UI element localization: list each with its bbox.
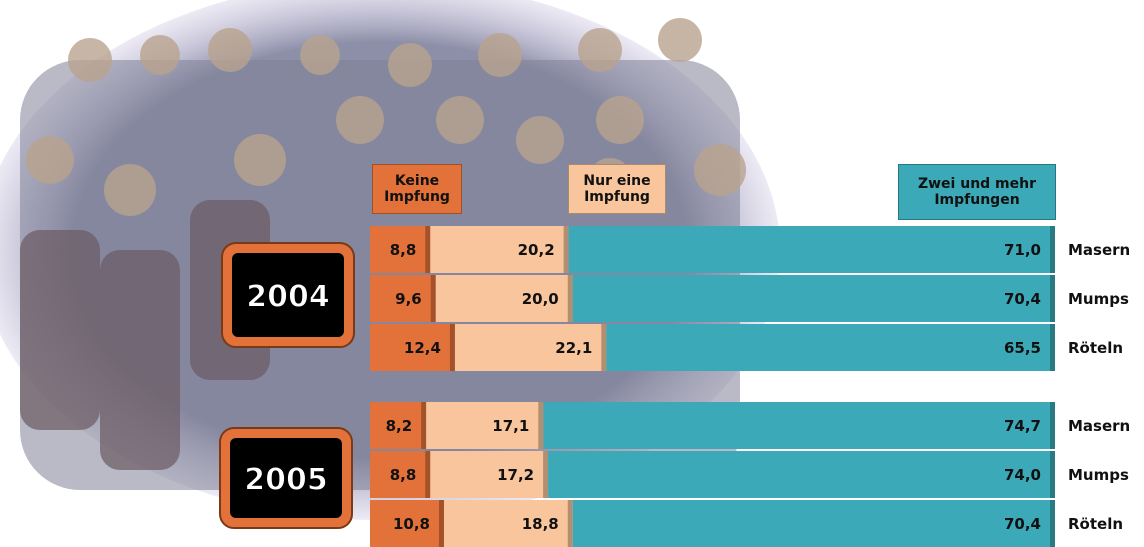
value-label: 71,0 [1004, 241, 1041, 259]
legend-item: Keine Impfung [372, 164, 462, 214]
chart: 2004 8,8 20,2 71,0 Masern 9,6 20,0 70,4 Mumps 12,… [0, 0, 1144, 547]
value-label: 8,8 [390, 466, 417, 484]
bar-segment [543, 402, 1055, 449]
bar-segment [573, 500, 1055, 547]
bar-segment [573, 275, 1055, 322]
category-label: Mumps [1068, 466, 1129, 484]
value-label: 18,8 [522, 515, 559, 533]
bar-segment-edge [564, 226, 569, 273]
value-label: 9,6 [395, 290, 422, 308]
chart-canvas: 2004 8,8 20,2 71,0 Masern 9,6 20,0 70,4 Mumps 12,… [0, 0, 1144, 547]
value-label: 10,8 [393, 515, 430, 533]
bar-segment-edge [538, 402, 543, 449]
value-label: 8,2 [386, 417, 413, 435]
year-label: 2004 [246, 280, 330, 315]
bar-segment [606, 324, 1055, 371]
bar-segment-edge [1050, 451, 1055, 498]
value-label: 74,0 [1004, 466, 1041, 484]
bar-segment-edge [568, 275, 573, 322]
bar-segment-edge [601, 324, 606, 371]
value-label: 17,1 [492, 417, 529, 435]
bar-segment-edge [1050, 324, 1055, 371]
bar-segment [569, 226, 1055, 273]
bar-segment-edge [543, 451, 548, 498]
bar-segment-edge [425, 451, 430, 498]
category-label: Masern [1068, 417, 1130, 435]
category-label: Röteln [1068, 515, 1123, 533]
value-label: 20,2 [518, 241, 555, 259]
bar-segment-edge [568, 500, 573, 547]
category-label: Masern [1068, 241, 1130, 259]
value-label: 70,4 [1004, 290, 1041, 308]
value-label: 20,0 [522, 290, 559, 308]
bar-segment-edge [439, 500, 444, 547]
value-label: 17,2 [497, 466, 534, 484]
value-label: 22,1 [555, 339, 592, 357]
bar-segment-edge [431, 275, 436, 322]
value-label: 8,8 [390, 241, 417, 259]
value-label: 74,7 [1004, 417, 1041, 435]
value-label: 70,4 [1004, 515, 1041, 533]
bar-segment-edge [421, 402, 426, 449]
bar-segment-edge [425, 226, 430, 273]
bar-segment [548, 451, 1055, 498]
value-label: 12,4 [404, 339, 441, 357]
year-label: 2005 [244, 463, 328, 498]
bar-segment-edge [1050, 275, 1055, 322]
category-label: Mumps [1068, 290, 1129, 308]
bar-segment-edge [450, 324, 455, 371]
bar-segment-edge [1050, 402, 1055, 449]
legend-item: Nur eine Impfung [568, 164, 666, 214]
bar-segment-edge [1050, 500, 1055, 547]
category-label: Röteln [1068, 339, 1123, 357]
bar-segment-edge [1050, 226, 1055, 273]
legend-item: Zwei und mehr Impfungen [898, 164, 1056, 220]
value-label: 65,5 [1004, 339, 1041, 357]
